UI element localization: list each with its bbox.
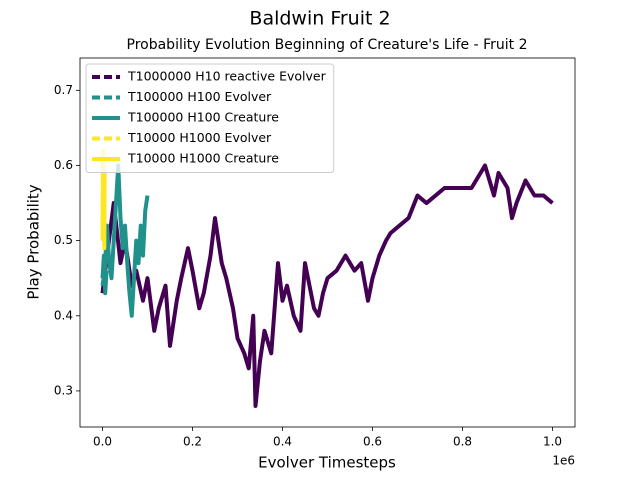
x-tick-label: 1.0 bbox=[543, 435, 562, 449]
y-tick-label: 0.6 bbox=[54, 158, 73, 172]
y-tick-label: 0.3 bbox=[54, 383, 73, 397]
plot-lines bbox=[100, 148, 554, 408]
chart-subtitle: Probability Evolution Beginning of Creat… bbox=[127, 37, 528, 53]
legend-box bbox=[85, 63, 335, 173]
x-tick-label: 0.2 bbox=[183, 435, 202, 449]
data-line bbox=[100, 253, 109, 296]
y-tick-label: 0.7 bbox=[54, 83, 73, 97]
data-line bbox=[100, 163, 554, 408]
x-tick-label: 0.0 bbox=[93, 435, 112, 449]
data-line bbox=[100, 178, 107, 243]
chart-title: Baldwin Fruit 2 bbox=[249, 8, 390, 30]
legend-label: T10000 H1000 Evolver bbox=[127, 130, 272, 145]
legend-label: T1000000 H10 reactive Evolver bbox=[127, 69, 327, 84]
x-tick-label: 0.4 bbox=[273, 435, 292, 449]
legend-label: T100000 H100 Evolver bbox=[127, 89, 272, 104]
x-tick-label: 0.6 bbox=[363, 435, 382, 449]
y-tick-label: 0.4 bbox=[54, 308, 73, 322]
x-tick-label: 0.8 bbox=[453, 435, 472, 449]
x-offset-label: 1e6 bbox=[552, 454, 575, 468]
plot-frame bbox=[79, 57, 576, 428]
x-axis-label: Evolver Timesteps bbox=[258, 454, 396, 472]
data-line bbox=[100, 163, 150, 318]
y-tick-label: 0.5 bbox=[54, 233, 73, 247]
y-axis-label: Play Probability bbox=[25, 184, 43, 299]
legend: T1000000 H10 reactive Evolver T100000 H10… bbox=[85, 63, 335, 173]
legend-label: T100000 H100 Creature bbox=[127, 110, 279, 125]
legend-label: T10000 H1000 Creature bbox=[127, 151, 279, 166]
